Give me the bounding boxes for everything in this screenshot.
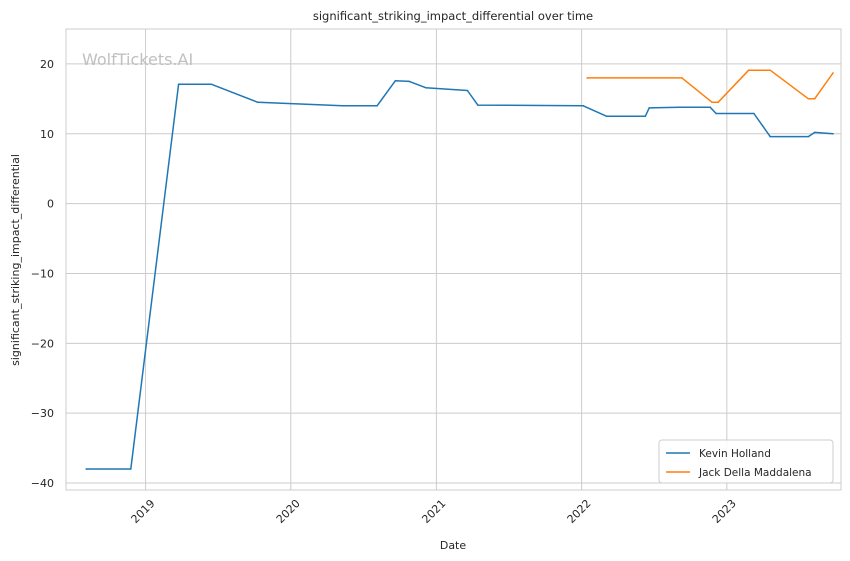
- data-point-jack-della-maddalena: [807, 98, 810, 100]
- x-tick-label: 2023: [710, 497, 739, 526]
- chart-title: significant_striking_impact_differential…: [313, 9, 593, 23]
- data-point-kevin-holland: [605, 115, 608, 118]
- legend-label-jack-della-maddalena: Jack Della Maddalena: [698, 467, 812, 479]
- y-tick-label: −30: [31, 407, 54, 420]
- data-point-jack-della-maddalena: [586, 77, 588, 79]
- data-point-kevin-holland: [376, 105, 378, 107]
- watermark: WolfTickets.AI: [82, 50, 193, 69]
- data-point-jack-della-maddalena: [769, 69, 771, 71]
- plot-background: [66, 29, 841, 490]
- series-lines: [85, 69, 834, 470]
- data-point-jack-della-maddalena: [711, 101, 713, 104]
- data-point-kevin-holland: [424, 86, 427, 89]
- data-point-kevin-holland: [679, 106, 681, 108]
- data-point-kevin-holland: [177, 83, 180, 85]
- y-tick-label: −20: [31, 337, 54, 350]
- x-tick-label: 2020: [274, 497, 303, 526]
- data-point-kevin-holland: [709, 106, 711, 108]
- y-tick-label: 0: [47, 198, 54, 211]
- data-point-kevin-holland: [341, 105, 344, 107]
- y-axis-label: significant_striking_impact_differential: [9, 154, 22, 366]
- legend: Kevin Holland Jack Della Maddalena: [658, 439, 834, 484]
- y-tick-label: −10: [31, 267, 54, 280]
- data-point-kevin-holland: [582, 105, 584, 107]
- data-point-kevin-holland: [813, 131, 816, 134]
- data-point-kevin-holland: [477, 104, 479, 106]
- x-tick-label: 2021: [419, 497, 448, 526]
- data-point-kevin-holland: [394, 79, 397, 82]
- data-point-kevin-holland: [130, 468, 132, 470]
- y-tick-label: 20: [40, 58, 54, 71]
- x-ticks: 2019 2020 2021 2022 2023: [129, 497, 739, 526]
- data-point-kevin-holland: [210, 83, 212, 85]
- data-point-kevin-holland: [466, 89, 469, 92]
- data-point-jack-della-maddalena: [717, 101, 719, 104]
- data-point-jack-della-maddalena: [832, 72, 834, 74]
- x-tick-label: 2019: [129, 497, 158, 526]
- y-tick-label: 10: [40, 128, 54, 141]
- data-point-kevin-holland: [408, 80, 411, 83]
- data-point-kevin-holland: [769, 135, 771, 138]
- data-point-kevin-holland: [832, 133, 834, 135]
- data-point-jack-della-maddalena: [813, 98, 816, 100]
- y-ticks: 20 10 0 −10 −20 −30 −40: [31, 58, 54, 490]
- data-point-jack-della-maddalena: [747, 69, 750, 71]
- x-axis-label: Date: [440, 539, 467, 552]
- legend-box: [658, 439, 834, 484]
- data-point-kevin-holland: [753, 112, 755, 115]
- data-point-kevin-holland: [644, 115, 647, 118]
- data-point-kevin-holland: [807, 135, 810, 138]
- series-line-kevin-holland: [85, 79, 834, 470]
- data-point-kevin-holland: [85, 468, 88, 470]
- data-point-kevin-holland: [715, 112, 717, 115]
- data-point-kevin-holland: [257, 101, 259, 104]
- y-tick-label: −40: [31, 477, 54, 490]
- x-tick-label: 2022: [565, 497, 594, 526]
- plot-frame: [65, 28, 842, 491]
- legend-label-kevin-holland: Kevin Holland: [699, 448, 771, 460]
- data-point-kevin-holland: [648, 107, 650, 109]
- data-point-jack-della-maddalena: [681, 77, 683, 79]
